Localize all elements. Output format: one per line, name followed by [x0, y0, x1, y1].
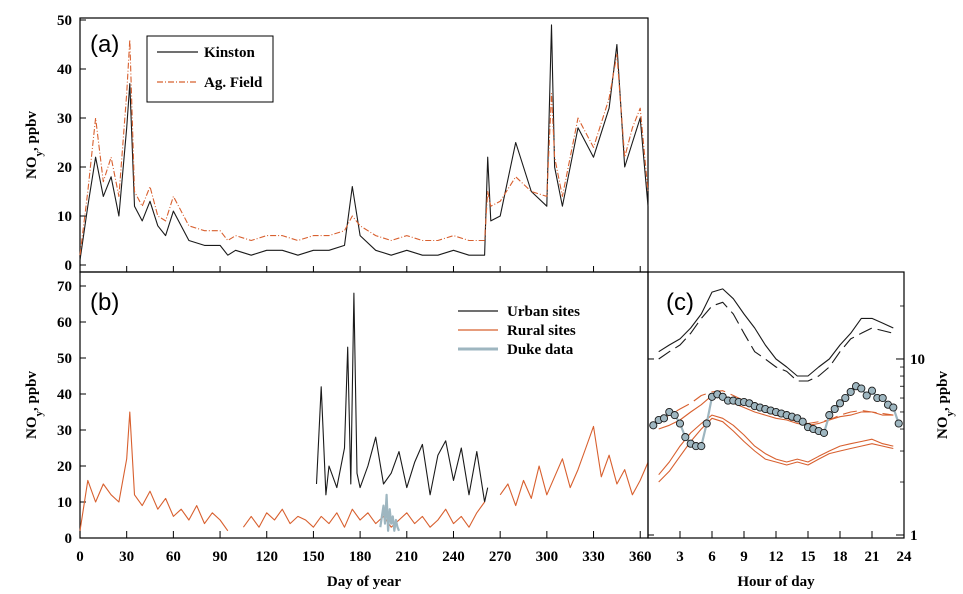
panel-c-x-axis-label: Hour of day: [737, 574, 815, 590]
panel-b-x-tick-label: 150: [302, 549, 325, 565]
panel-b-series-2: [379, 493, 401, 532]
panel-c-duke-marker: [702, 419, 711, 428]
panel-b-y-tick-label: 20: [57, 459, 72, 475]
panel-b-x-tick-label: 210: [396, 549, 419, 565]
panel-b-x-axis-label: Day of year: [327, 574, 401, 590]
panel-c-series-4: [658, 414, 894, 476]
panel-c-x-tick-label: 15: [801, 549, 816, 565]
panel-b-x-tick-label: 120: [255, 549, 278, 565]
panel-c-duke-marker: [835, 399, 845, 408]
panel-a-series: [79, 24, 649, 261]
panel-c-duke-marker: [894, 419, 903, 428]
panel-c-series-3: [658, 394, 894, 430]
panel-b-x-ticks: 0 30 60 90 120 150 180 210 240 270 300 330 360: [76, 531, 651, 565]
panel-c-series: [649, 288, 903, 483]
panel-b-legend: Urban sites Rural sites Duke data: [458, 304, 580, 358]
panel-b-x-tick-label: 330: [582, 549, 605, 565]
panel-b-x-tick-label: 270: [489, 549, 512, 565]
panel-b: 0 10 20 30 40 50 60 70 0 30 60 90 120 150 180 210 240 27…: [24, 271, 651, 590]
panel-c-duke-marker: [670, 411, 679, 420]
panel-c-duke-marker: [659, 414, 669, 423]
panel-c-duke-marker: [798, 417, 807, 426]
panel-a-y-axis-label: NOy, ppbv: [24, 110, 45, 179]
panel-a-label: (a): [90, 31, 119, 58]
panel-c-duke-marker: [697, 442, 706, 451]
panel-b-label: (b): [90, 289, 119, 316]
panel-c-x-tick-label: 9: [740, 549, 748, 565]
panel-c-y-ticks: 1 10: [648, 305, 925, 544]
panel-b-x-tick-label: 360: [629, 549, 652, 565]
panel-a-y-tick-label: 30: [57, 111, 72, 127]
panel-b-y-tick-label: 60: [57, 315, 72, 331]
panel-c-series-1: [658, 301, 894, 382]
legend-urban-label: Urban sites: [507, 304, 580, 320]
panel-b-x-tick-label: 90: [213, 549, 228, 565]
legend-rural-label: Rural sites: [507, 323, 576, 339]
panel-c-series-5: [658, 417, 894, 483]
panel-a-y-tick-label: 40: [57, 62, 72, 78]
panel-b-x-tick-label: 30: [119, 549, 134, 565]
panel-b-y-tick-label: 30: [57, 423, 72, 439]
legend-kinston-label: Kinston: [204, 45, 256, 61]
panel-b-y-tick-label: 50: [57, 351, 72, 367]
panel-c-label: (c): [666, 289, 694, 316]
panel-b-x-tick-label: 240: [442, 549, 465, 565]
panel-c-duke-marker: [825, 411, 834, 420]
panel-c-x-tick-label: 21: [865, 549, 880, 565]
panel-c-duke-marker: [819, 428, 829, 437]
panel-b-x-tick-label: 300: [536, 549, 559, 565]
panel-c-x-ticks: 3 6 9 12 15 18 21 24: [676, 531, 912, 565]
panel-b-x-tick-label: 60: [166, 549, 181, 565]
legend-duke-label: Duke data: [507, 342, 574, 358]
panel-c-x-tick-label: 6: [708, 549, 716, 565]
panel-c-duke-marker: [857, 384, 866, 393]
panel-c-duke-marker: [846, 387, 855, 396]
panel-a-series-1: [79, 39, 649, 256]
panel-c-x-tick-label: 18: [833, 549, 848, 565]
panel-c-duke-marker: [681, 433, 690, 442]
panel-c-duke-marker: [889, 403, 898, 412]
panel-c-y-tick-label: 1: [910, 528, 918, 544]
panel-c-x-tick-label: 24: [897, 549, 913, 565]
panel-a-y-tick-label: 20: [57, 160, 72, 176]
panel-c-duke-marker: [649, 421, 658, 430]
panel-c-duke-marker: [867, 386, 877, 395]
panel-c-duke-marker: [675, 419, 685, 428]
panel-a-y-tick-label: 50: [57, 13, 72, 29]
legend-ag-field-label: Ag. Field: [204, 75, 263, 91]
panel-b-y-ticks: 0 10 20 30 40 50 60 70: [57, 279, 86, 547]
panel-c-duke-marker: [841, 393, 850, 403]
panel-a-y-ticks: 0 10 20 30 40 50: [57, 13, 641, 274]
panel-a-series-0: [79, 24, 649, 261]
panel-b-series-0: [315, 292, 489, 503]
panel-b-y-axis-label: NOy, ppbv: [24, 370, 45, 439]
panel-b-x-tick-label: 180: [349, 549, 372, 565]
panel-c-duke-marker: [862, 391, 871, 400]
panel-a-legend-box: [146, 35, 274, 103]
panel-b-series-1: [79, 411, 649, 532]
panel-c-x-tick-label: 12: [769, 549, 784, 565]
panel-b-y-tick-label: 0: [65, 531, 73, 547]
panel-a: 0 10 20 30 40 50 (a) NOy, ppbv Kinston Ag. Fi…: [24, 13, 649, 274]
panel-c-series-0: [658, 288, 894, 377]
panel-c-duke-marker: [830, 404, 839, 414]
panel-b-x-tick-label: 0: [76, 549, 84, 565]
panel-c-x-tick-label: 3: [676, 549, 684, 565]
panel-a-y-tick-label: 0: [65, 258, 73, 274]
panel-b-y-tick-label: 10: [57, 495, 72, 511]
panel-c-series-6: [652, 385, 900, 448]
panel-b-y-tick-label: 40: [57, 387, 72, 403]
panel-b-series: [79, 292, 649, 532]
panel-a-y-tick-label: 10: [57, 209, 72, 225]
panel-a-legend: Kinston Ag. Field: [146, 35, 274, 103]
panel-c-duke-marker: [878, 393, 887, 403]
panel-c: 1 10 3 6 9 12 15 18 21 24 (c) NOy, ppbv Hour of …: [647, 271, 956, 590]
panel-c-y-tick-label: 10: [910, 352, 925, 368]
panel-c-y-axis-label: NOy, ppbv: [935, 370, 956, 439]
panel-b-y-tick-label: 70: [57, 279, 72, 295]
